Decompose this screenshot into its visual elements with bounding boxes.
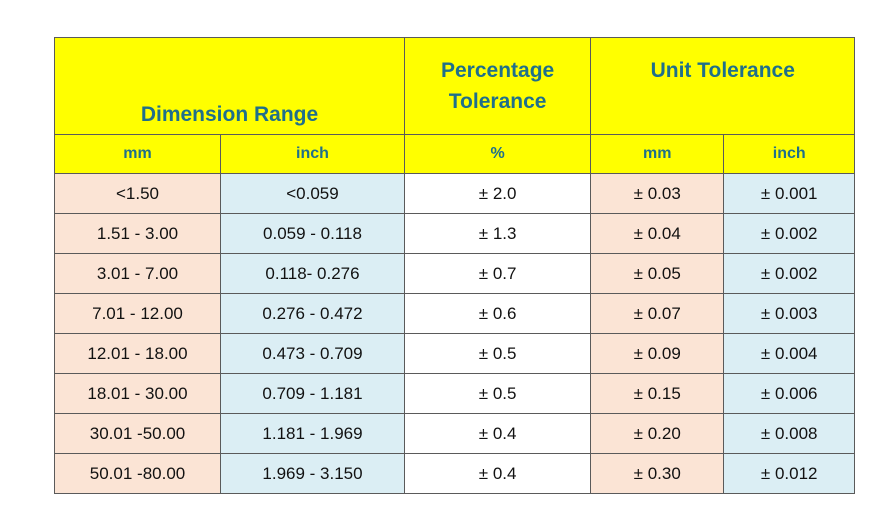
table-row: 3.01 - 7.00 0.118- 0.276 ± 0.7 ± 0.05 ± 0.00… [54,253,856,294]
table-row: 1.51 - 3.00 0.059 - 0.118 ± 1.3 ± 0.04 ± 0.0… [54,213,856,254]
table-cell: ± 0.04 [590,213,725,254]
header-cell: Percentage Tolerance [403,37,592,135]
table-cell: ± 0.6 [403,293,592,334]
table-cell: 1.181 - 1.969 [220,413,405,454]
table-row: 50.01 -80.00 1.969 - 3.150 ± 0.4 ± 0.30 ± 0.… [54,453,856,494]
table-row: 18.01 - 30.00 0.709 - 1.181 ± 0.5 ± 0.15 ± 0… [54,373,856,414]
table-cell: ± 0.002 [723,253,856,294]
table-cell: 1.51 - 3.00 [54,213,221,254]
table-cell: ± 0.5 [403,373,592,414]
table-cell: 1.969 - 3.150 [220,453,405,494]
header-cell: Dimension Range [54,37,405,135]
table-cell: ± 0.05 [590,253,725,294]
table-cell: ± 0.4 [403,413,592,454]
header-cell: Unit Tolerance [590,37,856,135]
table-cell: inch [220,134,405,174]
table-cell: ± 0.7 [403,253,592,294]
table-cell: mm [54,134,221,174]
table-cell: ± 2.0 [403,173,592,214]
subheader-row: mm inch% mm inch [54,134,856,174]
table-row: <1.50 <0.059 ± 2.0 ± 0.03 ± 0.001 [54,173,856,214]
table-cell: ± 0.003 [723,293,856,334]
table-cell: 0.473 - 0.709 [220,333,405,374]
table-cell: 0.276 - 0.472 [220,293,405,334]
table-cell: <0.059 [220,173,405,214]
table-cell: 12.01 - 18.00 [54,333,221,374]
table-cell: ± 0.07 [590,293,725,334]
table-cell: inch [723,134,856,174]
table-cell: 0.059 - 0.118 [220,213,405,254]
table-cell: ± 0.012 [723,453,856,494]
table-row: 30.01 -50.00 1.181 - 1.969 ± 0.4 ± 0.20 ± 0.… [54,413,856,454]
table-cell: 3.01 - 7.00 [54,253,221,294]
table-cell: ± 0.008 [723,413,856,454]
table-cell: ± 0.03 [590,173,725,214]
table-cell: 7.01 - 12.00 [54,293,221,334]
table-cell: ± 0.002 [723,213,856,254]
table-cell: 0.709 - 1.181 [220,373,405,414]
table-cell: ± 0.30 [590,453,725,494]
table-cell: 50.01 -80.00 [54,453,221,494]
table-cell: % [403,134,592,174]
table-cell: 18.01 - 30.00 [54,373,221,414]
table-cell: ± 0.4 [403,453,592,494]
table-cell: 0.118- 0.276 [220,253,405,294]
table-cell: ± 0.09 [590,333,725,374]
table-cell: ± 0.5 [403,333,592,374]
table-row: 12.01 - 18.00 0.473 - 0.709 ± 0.5 ± 0.09 ± 0… [54,333,856,374]
table-cell: ± 0.15 [590,373,725,414]
table-row: 7.01 - 12.00 0.276 - 0.472 ± 0.6 ± 0.07 ± 0.… [54,293,856,334]
table-cell: 30.01 -50.00 [54,413,221,454]
table-cell: ± 0.004 [723,333,856,374]
tolerance-table: Dimension Range Percentage Tolerance Uni… [54,37,856,494]
table-cell: ± 0.001 [723,173,856,214]
table-cell: mm [590,134,725,174]
table-cell: ± 1.3 [403,213,592,254]
table-cell: <1.50 [54,173,221,214]
table-cell: ± 0.006 [723,373,856,414]
table-cell: ± 0.20 [590,413,725,454]
